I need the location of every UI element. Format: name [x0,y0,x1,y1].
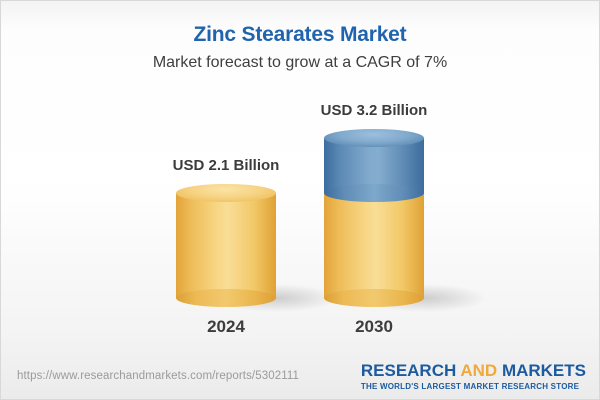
logo-word-and: AND [460,361,498,380]
base-segment-2024 [176,193,276,298]
page-title: Zinc Stearates Market [193,23,407,46]
value-label-2024: USD 2.1 Billion [172,157,280,174]
cylinder-2030 [324,129,487,312]
page-subtitle: Market forecast to grow at a CAGR of 7% [152,54,448,71]
research-and-markets-logo: RESEARCH AND MARKETS THE WORLD'S LARGEST… [361,362,586,391]
logo-word-research: RESEARCH [360,361,457,380]
logo-word-markets: MARKETS [501,361,586,380]
cylinder-top-cap [176,184,276,202]
year-label-2024: 2024 [207,317,245,336]
base-segment-2030 [324,193,424,298]
cylinder-top-cap [324,129,424,147]
logo-wordmark: RESEARCH AND MARKETS [361,362,586,379]
cylinder-2024 [176,184,339,312]
segment-boundary-cap [324,184,424,202]
value-label-2030: USD 3.2 Billion [320,102,428,119]
logo-tagline: THE WORLD'S LARGEST MARKET RESEARCH STOR… [360,382,580,391]
bar-group-2030: USD 3.2 Billion 2030 [321,1,487,399]
year-label-2030: 2030 [355,317,393,336]
source-url: https://www.researchandmarkets.com/repor… [17,370,299,382]
growth-segment-2030 [324,138,424,193]
cylinder-bottom-cap [324,289,424,307]
bar-group-2024: USD 2.1 Billion 2024 [173,1,339,399]
cylinder-bottom-cap [176,289,276,307]
